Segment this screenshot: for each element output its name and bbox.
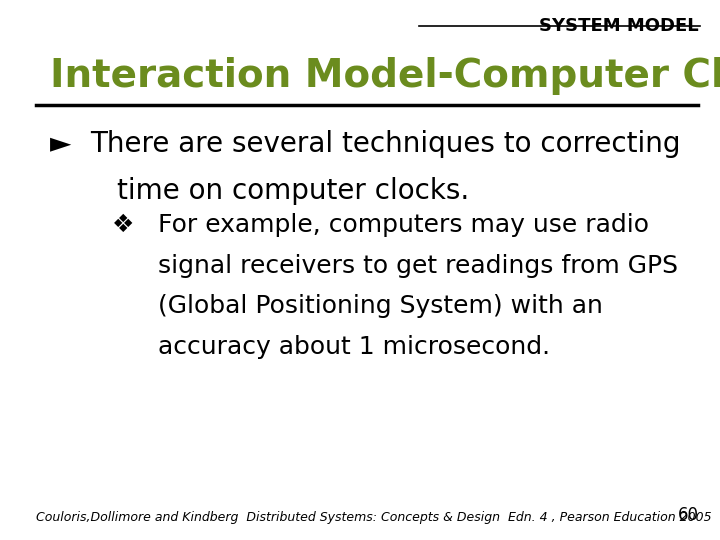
Text: There are several techniques to correcting: There are several techniques to correcti…: [90, 130, 680, 158]
Text: Couloris,Dollimore and Kindberg  Distributed Systems: Concepts & Design  Edn. 4 : Couloris,Dollimore and Kindberg Distribu…: [36, 511, 711, 524]
Text: SYSTEM MODEL: SYSTEM MODEL: [539, 17, 698, 35]
Text: signal receivers to get readings from GPS: signal receivers to get readings from GP…: [158, 254, 678, 278]
Text: For example, computers may use radio: For example, computers may use radio: [158, 213, 649, 237]
Text: (Global Positioning System) with an: (Global Positioning System) with an: [158, 294, 603, 318]
Text: time on computer clocks.: time on computer clocks.: [117, 177, 469, 205]
Text: 60: 60: [678, 506, 698, 524]
Text: accuracy about 1 microsecond.: accuracy about 1 microsecond.: [158, 335, 551, 359]
Text: Interaction Model-Computer Clock: Interaction Model-Computer Clock: [50, 57, 720, 94]
Text: ►: ►: [50, 130, 72, 158]
Text: ❖: ❖: [112, 213, 134, 237]
